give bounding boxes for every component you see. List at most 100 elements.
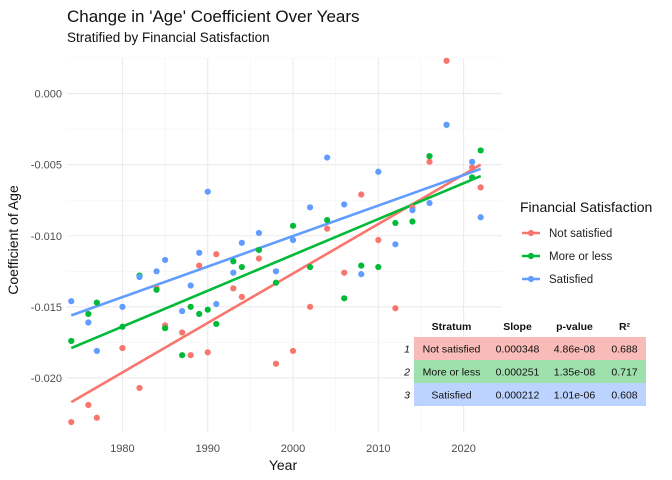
data-point xyxy=(238,239,245,246)
table-header: R² xyxy=(619,321,631,333)
data-point xyxy=(196,262,203,269)
y-tick-label: 0.000 xyxy=(34,89,62,101)
data-point xyxy=(161,325,169,332)
data-point xyxy=(119,344,126,352)
table-cell: 4.86e-08 xyxy=(554,344,596,356)
data-point xyxy=(358,262,365,269)
data-point xyxy=(426,199,433,207)
gridlines xyxy=(67,57,502,432)
data-point xyxy=(196,249,203,256)
data-point xyxy=(289,347,297,355)
data-point xyxy=(255,255,263,262)
data-point xyxy=(213,300,220,308)
data-point xyxy=(306,204,314,211)
y-axis-ticks: 0.000 -0.005 -0.010 -0.015 -0.020 xyxy=(31,89,62,385)
y-tick-label: -0.005 xyxy=(31,160,62,172)
table-row-index: 3 xyxy=(404,390,410,402)
legend-label: Satisfied xyxy=(549,274,593,286)
data-point xyxy=(375,168,382,175)
data-point xyxy=(272,268,280,275)
data-point xyxy=(153,268,160,275)
fit-line xyxy=(70,167,482,317)
data-point xyxy=(469,164,476,171)
table-cell: 0.000212 xyxy=(496,390,540,402)
data-points xyxy=(68,57,484,426)
data-point xyxy=(392,241,399,248)
table-row-index: 2 xyxy=(403,367,410,379)
data-point xyxy=(68,418,75,426)
data-point xyxy=(230,258,237,265)
data-point xyxy=(230,285,237,292)
x-tick-label: 1980 xyxy=(110,443,134,455)
fit-line xyxy=(70,174,482,350)
data-point xyxy=(469,174,476,181)
data-point xyxy=(306,303,314,310)
data-point xyxy=(341,201,348,208)
data-point xyxy=(477,214,484,221)
legend-key-point xyxy=(527,275,535,283)
data-point xyxy=(255,229,263,237)
data-point xyxy=(179,352,186,359)
data-point xyxy=(443,57,450,64)
y-tick-label: -0.020 xyxy=(31,373,62,385)
table-row-index: 1 xyxy=(404,344,410,356)
data-point xyxy=(426,153,433,160)
data-point xyxy=(306,263,314,271)
data-point xyxy=(136,384,143,392)
table-cell: 0.717 xyxy=(611,367,637,379)
data-point xyxy=(392,219,399,227)
data-point xyxy=(392,305,399,312)
table-row-background xyxy=(414,383,646,406)
x-tick-label: 1990 xyxy=(195,443,219,455)
legend-key-point xyxy=(527,229,535,237)
table-row-background xyxy=(414,360,646,383)
data-point xyxy=(375,236,382,244)
y-axis-title: Coefficient of Age xyxy=(5,185,21,295)
data-point xyxy=(272,279,280,286)
legend-label: Not satisfied xyxy=(549,228,612,240)
table-header: p-value xyxy=(556,321,593,333)
table-row-background xyxy=(414,337,646,360)
data-point xyxy=(213,320,220,328)
data-point xyxy=(230,269,237,276)
data-point xyxy=(469,158,476,165)
data-point xyxy=(341,295,348,302)
data-point xyxy=(238,293,245,301)
data-point xyxy=(187,352,194,359)
legend: Financial Satisfaction Not satisfied More… xyxy=(520,199,652,286)
data-point xyxy=(179,329,186,336)
data-point xyxy=(409,207,416,214)
data-point xyxy=(179,308,186,315)
x-tick-label: 2010 xyxy=(366,443,390,455)
data-point xyxy=(161,256,169,264)
x-axis-title: Year xyxy=(269,457,298,473)
table-cell: 1.01e-06 xyxy=(554,390,596,402)
data-point xyxy=(324,154,331,161)
legend-title: Financial Satisfaction xyxy=(520,199,652,215)
data-point xyxy=(196,310,203,318)
data-point xyxy=(358,191,365,198)
data-point xyxy=(85,310,92,318)
table-cell: 0.688 xyxy=(611,344,637,356)
x-tick-label: 2020 xyxy=(451,443,475,455)
table-cell: More or less xyxy=(423,367,481,379)
chart-subtitle: Stratified by Financial Satisfaction xyxy=(67,30,270,45)
data-point xyxy=(85,319,92,326)
data-point xyxy=(68,298,75,305)
data-point xyxy=(324,217,331,224)
data-point xyxy=(443,121,450,128)
data-point xyxy=(93,414,100,421)
data-point xyxy=(119,303,126,310)
data-point xyxy=(477,147,484,154)
legend-label: More or less xyxy=(549,251,613,263)
data-point xyxy=(324,225,331,232)
data-point xyxy=(153,286,160,293)
data-point xyxy=(93,299,100,306)
table-cell: 0.000251 xyxy=(496,367,540,379)
data-point xyxy=(204,188,211,195)
data-point xyxy=(119,323,126,330)
data-point xyxy=(409,218,416,225)
data-point xyxy=(341,269,348,276)
x-tick-label: 2000 xyxy=(281,443,305,455)
